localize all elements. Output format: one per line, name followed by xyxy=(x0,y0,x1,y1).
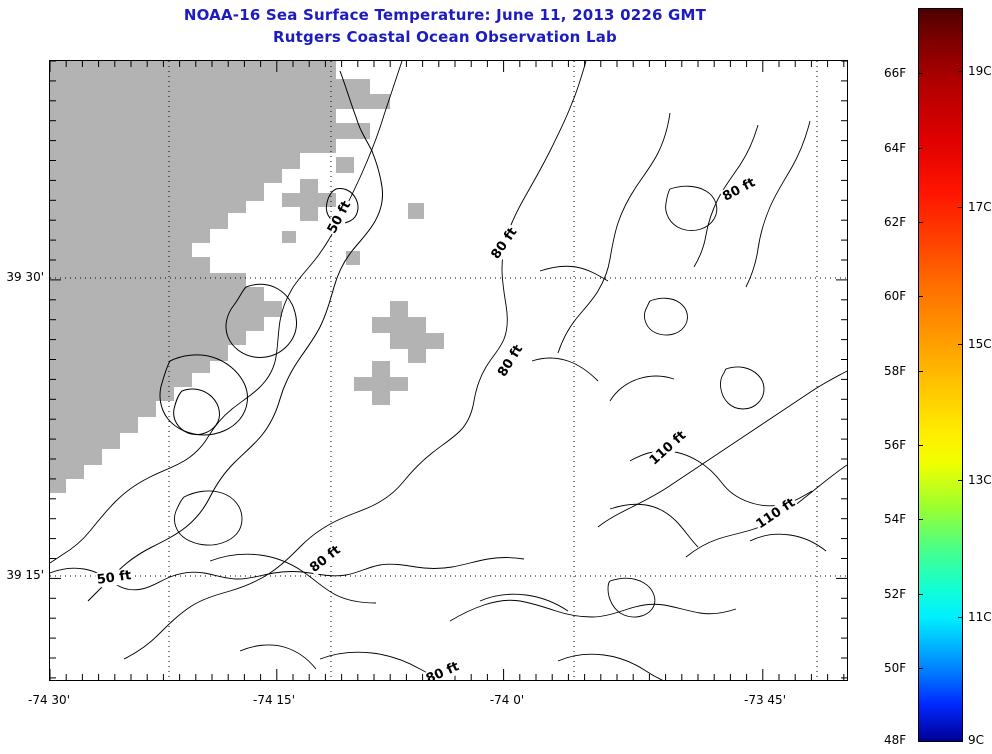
map-axis-ticks xyxy=(50,61,847,680)
colorbar-label-fahrenheit: 56F xyxy=(884,438,907,452)
colorbar-tick-fahrenheit xyxy=(918,668,923,669)
colorbar-tick-celsius xyxy=(958,71,963,72)
colorbar-label-fahrenheit: 58F xyxy=(884,364,907,378)
colorbar-label-fahrenheit: 50F xyxy=(884,661,907,675)
sst-map-plot[interactable]: 50 ft 80 ft 80 ft 80 ft 110 ft 110 ft 50 ft 80 … xyxy=(49,60,848,681)
colorbar-tick-fahrenheit xyxy=(918,594,923,595)
colorbar-tick-celsius xyxy=(958,617,963,618)
y-axis-tick-label: 39 15' xyxy=(6,568,44,582)
x-axis-tick-label: -73 45' xyxy=(744,693,786,707)
colorbar-label-celsius: 17C xyxy=(968,200,992,214)
colorbar-label-fahrenheit: 54F xyxy=(884,512,907,526)
title-line-secondary: Rutgers Coastal Ocean Observation Lab xyxy=(273,28,617,46)
colorbar-tick-celsius xyxy=(958,344,963,345)
coastline-outlines xyxy=(87,70,383,602)
colorbar-label-celsius: 19C xyxy=(968,64,992,78)
colorbar-label-fahrenheit: 64F xyxy=(884,141,907,155)
temperature-colorbar[interactable] xyxy=(918,8,963,742)
colorbar-tick-fahrenheit xyxy=(918,148,923,149)
colorbar-label-fahrenheit: 60F xyxy=(884,289,907,303)
colorbar-label-fahrenheit: 66F xyxy=(884,66,907,80)
colorbar-tick-celsius xyxy=(958,207,963,208)
land-mask-region xyxy=(50,61,444,493)
colorbar-gradient-strip xyxy=(918,8,963,742)
title-line-primary: NOAA-16 Sea Surface Temperature: June 11… xyxy=(183,6,707,24)
x-axis-tick-label: -74 15' xyxy=(253,693,295,707)
colorbar-tick-fahrenheit xyxy=(918,296,923,297)
contour-110ft xyxy=(597,370,847,558)
colorbar-tick-celsius xyxy=(958,480,963,481)
colorbar-label-celsius: 11C xyxy=(968,610,992,624)
colorbar-label-fahrenheit: 62F xyxy=(884,215,907,229)
colorbar-label-celsius: 13C xyxy=(968,473,992,487)
contour-80ft xyxy=(123,61,811,660)
colorbar-tick-fahrenheit xyxy=(918,222,923,223)
map-graphics xyxy=(50,61,847,680)
colorbar-tick-fahrenheit xyxy=(918,371,923,372)
x-axis-tick-label: -74 30' xyxy=(28,693,70,707)
colorbar-tick-fahrenheit xyxy=(918,73,923,74)
colorbar-label-fahrenheit: 52F xyxy=(884,587,907,601)
page-title: NOAA-16 Sea Surface Temperature: June 11… xyxy=(0,4,890,48)
y-axis-tick-label: 39 30' xyxy=(6,270,44,284)
colorbar-tick-fahrenheit xyxy=(918,445,923,446)
colorbar-tick-fahrenheit xyxy=(918,519,923,520)
colorbar-label-fahrenheit: 48F xyxy=(884,733,907,747)
x-axis-tick-label: -74 0' xyxy=(489,693,525,707)
colorbar-label-celsius: 15C xyxy=(968,337,992,351)
colorbar-label-celsius: 9C xyxy=(968,733,985,747)
map-gridlines xyxy=(50,61,847,680)
